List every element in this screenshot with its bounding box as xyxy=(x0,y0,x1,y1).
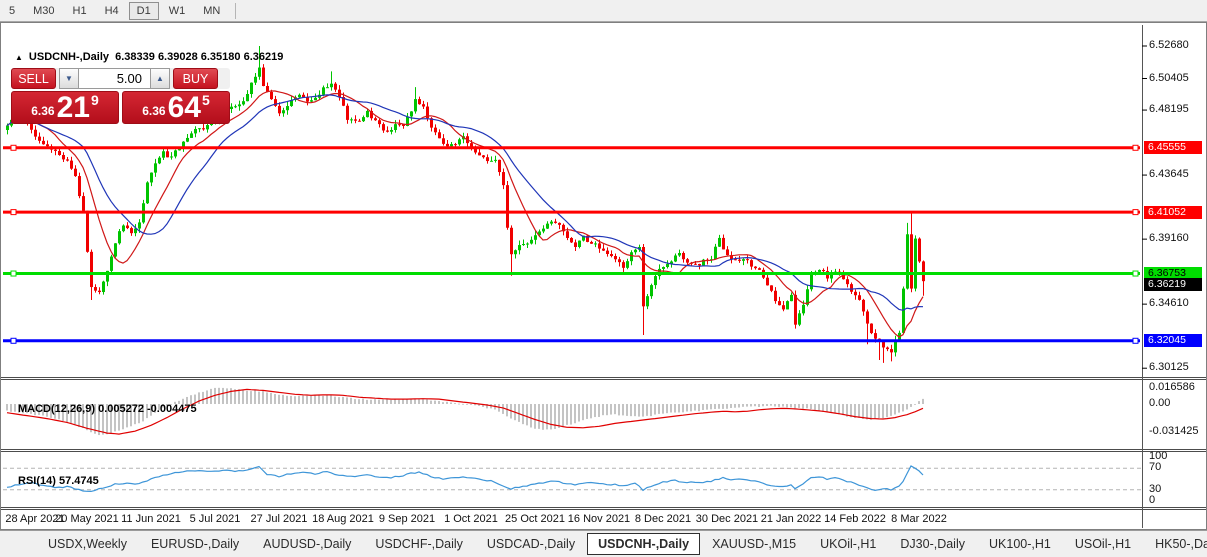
collapse-arrow-icon[interactable]: ▲ xyxy=(15,53,23,62)
sell-button[interactable]: SELL xyxy=(11,68,56,89)
price-axis-tick: 6.30125 xyxy=(1149,361,1189,374)
sell-price-box[interactable]: 6.36 21 9 xyxy=(11,91,119,124)
date-axis-label: 18 Aug 2021 xyxy=(312,513,374,525)
date-axis-label: 5 Jul 2021 xyxy=(189,513,241,525)
buy-price-prefix: 6.36 xyxy=(142,104,166,118)
chart-canvas[interactable] xyxy=(1,23,1206,529)
date-axis-label: 30 Dec 2021 xyxy=(695,513,759,525)
chart-symbol-title: USDCNH-,Daily xyxy=(28,51,109,63)
date-axis-label: 9 Sep 2021 xyxy=(378,513,436,525)
chart-tab-hk50-daily[interactable]: HK50-,Daily xyxy=(1155,537,1207,551)
price-axis-tick: 6.48195 xyxy=(1149,103,1189,116)
rsi-axis-label: 0 xyxy=(1149,494,1156,506)
timeframe-button-d1[interactable]: D1 xyxy=(128,1,159,20)
sell-price-prefix: 6.36 xyxy=(31,104,55,118)
rsi-axis-label: 70 xyxy=(1149,461,1162,473)
price-axis-tick: 6.50405 xyxy=(1149,71,1189,84)
timeframe-button-mn[interactable]: MN xyxy=(203,4,221,17)
price-axis-tick: 6.39160 xyxy=(1149,232,1189,245)
date-axis-label: 11 Jun 2021 xyxy=(121,513,181,525)
chart-tab-xauusd-m15[interactable]: XAUUSD-,M15 xyxy=(712,537,797,551)
chart-tab-bar: USDX,Weekly EURUSD-,Daily AUDUSD-,Daily USD… xyxy=(0,530,1207,557)
chart-tab-uk100-h1[interactable]: UK100-,H1 xyxy=(989,537,1051,551)
hline-price-label: 6.36753 xyxy=(1144,267,1202,281)
volume-increase-button[interactable]: ▲ xyxy=(150,68,170,89)
date-axis-label: 27 Jul 2021 xyxy=(250,513,308,525)
one-click-trade-panel: SELL ▼ ▲ BUY 6.36 21 9 6.36 64 5 xyxy=(11,68,230,124)
chart-tab-usdchf-daily[interactable]: USDCHF-,Daily xyxy=(375,537,463,551)
hline-price-label: 6.32045 xyxy=(1144,334,1202,348)
chart-tab-eurusd-daily[interactable]: EURUSD-,Daily xyxy=(150,537,240,551)
chart-tab-usdcnh-daily[interactable]: USDCNH-,Daily xyxy=(587,533,701,555)
chart-tab-usdx-weekly[interactable]: USDX,Weekly xyxy=(48,537,127,551)
rsi-axis-label: 30 xyxy=(1149,483,1162,495)
macd-axis-label: -0.031425 xyxy=(1149,425,1199,437)
chart-tab-usoil-h1[interactable]: USOil-,H1 xyxy=(1074,537,1132,551)
rsi-indicator-label: RSI(14) 57.4745 xyxy=(18,475,99,487)
date-axis-label: 14 Feb 2022 xyxy=(824,513,886,525)
timeframe-button-w1[interactable]: W1 xyxy=(168,4,186,17)
date-axis-label: 28 Apr 2021 xyxy=(5,513,65,525)
macd-indicator-label: MACD(12,26,9) 0.005272 -0.004475 xyxy=(18,403,197,415)
price-axis-tick: 6.52680 xyxy=(1149,39,1189,51)
toolbar-separator xyxy=(235,2,237,19)
hline-price-label: 6.41052 xyxy=(1144,205,1202,219)
chart-ohlc-values: 6.38339 6.39028 6.35180 6.36219 xyxy=(115,51,284,63)
sell-price-point: 9 xyxy=(90,92,99,108)
chart-header: ▲ USDCNH-,Daily 6.38339 6.39028 6.35180 6… xyxy=(15,51,283,63)
timeframe-button-m30[interactable]: M30 xyxy=(33,4,55,17)
date-axis-label: 20 May 2021 xyxy=(55,513,119,525)
chart-window: ▲ USDCNH-,Daily 6.38339 6.39028 6.35180 6… xyxy=(0,22,1207,530)
price-axis-tick: 6.43645 xyxy=(1149,168,1189,181)
sell-price-pips: 21 xyxy=(56,91,90,124)
buy-price-box[interactable]: 6.36 64 5 xyxy=(122,91,230,124)
hline-price-label: 6.45555 xyxy=(1144,141,1202,155)
price-axis-tick: 6.34610 xyxy=(1149,297,1189,310)
timeframe-toolbar: 5 M30 H1 H4 D1 W1 MN xyxy=(0,0,1207,22)
buy-button[interactable]: BUY xyxy=(173,68,218,89)
timeframe-button-5[interactable]: 5 xyxy=(9,4,16,17)
volume-decrease-button[interactable]: ▼ xyxy=(59,68,79,89)
timeframe-button-h4[interactable]: H4 xyxy=(104,4,119,17)
rsi-axis-label: 100 xyxy=(1149,450,1168,462)
macd-axis-label: 0.016586 xyxy=(1149,381,1195,393)
date-axis-label: 25 Oct 2021 xyxy=(505,513,565,525)
chart-tab-dj30-daily[interactable]: DJ30-,Daily xyxy=(900,537,965,551)
current-price-label: 6.36219 xyxy=(1144,278,1202,291)
chart-tab-audusd-daily[interactable]: AUDUSD-,Daily xyxy=(263,537,352,551)
date-axis-label: 21 Jan 2022 xyxy=(760,513,822,525)
buy-price-pips: 64 xyxy=(167,91,201,124)
date-axis-label: 8 Dec 2021 xyxy=(634,513,692,525)
chart-tab-usdcad-daily[interactable]: USDCAD-,Daily xyxy=(486,537,576,551)
chart-tab-ukoil-h1[interactable]: UKOil-,H1 xyxy=(820,537,877,551)
volume-input[interactable] xyxy=(79,68,150,89)
macd-axis-label: 0.00 xyxy=(1149,397,1171,409)
timeframe-button-h1[interactable]: H1 xyxy=(72,4,87,17)
date-axis-label: 8 Mar 2022 xyxy=(891,513,947,525)
date-axis-label: 1 Oct 2021 xyxy=(444,513,498,525)
buy-price-point: 5 xyxy=(201,92,210,108)
date-axis-label: 16 Nov 2021 xyxy=(567,513,631,525)
